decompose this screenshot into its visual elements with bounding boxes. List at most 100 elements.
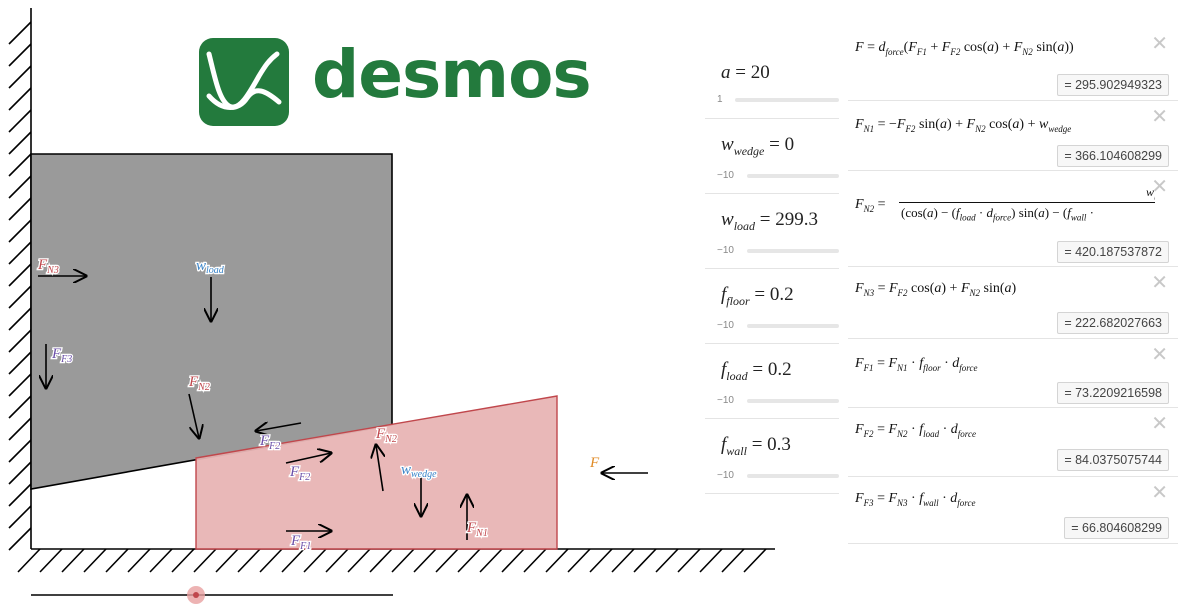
slider-track[interactable]: [747, 399, 839, 403]
slider-variable: f: [721, 434, 727, 455]
floor-hatching: [17, 548, 775, 573]
close-icon[interactable]: ✕: [1151, 413, 1168, 435]
slider-track[interactable]: [747, 324, 839, 328]
slider-subscript: wedge: [733, 143, 765, 158]
expression-f[interactable]: F = dforce(FF1 + FF2 cos(a) + FN2 sin(a)…: [848, 28, 1178, 101]
formula-fn3: FN3 = FF2 cos(a) + FN2 sin(a): [855, 281, 1017, 298]
label-fn1: FN1: [466, 520, 488, 539]
hatch-line: [8, 505, 32, 529]
hatch-line: [8, 285, 32, 309]
close-icon[interactable]: ✕: [1151, 106, 1168, 128]
slider-item[interactable]: fload = 0.2 −10: [705, 343, 839, 419]
hatch-line: [215, 548, 239, 573]
slider-item[interactable]: ffloor = 0.2 −10: [705, 268, 839, 344]
expression-ff3[interactable]: FF3 = FN3 · fwall · dforce ✕ = 66.804608…: [848, 477, 1178, 544]
close-icon[interactable]: ✕: [1151, 33, 1168, 55]
hatch-line: [8, 329, 32, 353]
expression-ff2[interactable]: FF2 = FN2 · fload · dforce ✕ = 84.037507…: [848, 408, 1178, 477]
hatch-line: [127, 548, 151, 573]
desmos-logo-icon: [199, 38, 289, 126]
hatch-line: [8, 527, 32, 551]
slider-track[interactable]: [747, 174, 839, 178]
close-icon[interactable]: ✕: [1151, 272, 1168, 294]
equals-sign: =: [764, 134, 785, 155]
hatch-line: [611, 548, 635, 573]
slider-min-label: 1: [717, 94, 723, 105]
hatch-line: [8, 175, 32, 199]
hatch-line: [567, 548, 591, 573]
force-arrows: [38, 276, 648, 540]
hatch-line: [8, 109, 32, 133]
formula-ff1: FF1 = FN1 · ffloor · dforce: [855, 356, 978, 373]
label-ff1: FF1: [290, 533, 311, 552]
slider-value[interactable]: 0: [784, 134, 795, 155]
hatch-line: [501, 548, 525, 573]
expression-fn2[interactable]: FN2 = wlo (cos(a) − (fload · dforce) sin…: [848, 171, 1178, 267]
formula-fn1: FN1 = −FF2 sin(a) + FN2 cos(a) + wwedge: [855, 117, 1072, 134]
slider-value[interactable]: 0.3: [767, 434, 791, 455]
close-icon[interactable]: ✕: [1151, 344, 1168, 366]
hatch-line: [699, 548, 723, 573]
slider-value[interactable]: 299.3: [775, 209, 818, 230]
close-icon[interactable]: ✕: [1151, 176, 1168, 198]
hatch-line: [325, 548, 349, 573]
slider-variable: f: [721, 284, 727, 305]
hatch-line: [281, 548, 305, 573]
hatch-line: [369, 548, 393, 573]
slider-value[interactable]: 0.2: [769, 284, 794, 305]
slider-value[interactable]: 20: [750, 62, 770, 83]
hatch-line: [8, 87, 32, 111]
hatch-line: [8, 483, 32, 507]
hatch-line: [8, 373, 32, 397]
graph-canvas[interactable]: FN3 wload FF3 FN2 FF2 FN2 FF2 wwedge FN1…: [0, 0, 845, 607]
expression-fn1[interactable]: FN1 = −FF2 sin(a) + FN2 cos(a) + wwedge …: [848, 101, 1178, 171]
equals-sign: =: [747, 359, 768, 380]
slider-value[interactable]: 0.2: [767, 359, 792, 380]
formula-fn2: FN2 = wlo (cos(a) − (fload · dforce) sin…: [855, 185, 1155, 225]
hatch-line: [8, 395, 32, 419]
slider-subscript: load: [733, 218, 756, 233]
wall-hatching: [8, 8, 32, 551]
expression-value: = 73.2209216598: [1057, 382, 1169, 404]
close-icon[interactable]: ✕: [1151, 482, 1168, 504]
hatch-line: [83, 548, 107, 573]
hatch-line: [8, 131, 32, 155]
slider-subscript: floor: [726, 293, 750, 308]
equals-sign: =: [755, 209, 776, 230]
hatch-line: [8, 307, 32, 331]
equals-sign: =: [746, 434, 768, 455]
hatch-line: [8, 153, 32, 177]
slider-item[interactable]: fwall = 0.3 −10: [705, 418, 839, 494]
expression-ff1[interactable]: FF1 = FN1 · ffloor · dforce ✕ = 73.22092…: [848, 339, 1178, 408]
hatch-line: [435, 548, 459, 573]
hatch-line: [8, 351, 32, 375]
slider-min-label: −10: [717, 170, 734, 181]
desmos-wordmark: desmos: [312, 36, 592, 113]
slider-track[interactable]: [747, 474, 839, 478]
label-wload: wload: [196, 258, 225, 276]
expression-fn3[interactable]: FN3 = FF2 cos(a) + FN2 sin(a) ✕ = 222.68…: [848, 267, 1178, 339]
slider-min-label: −10: [717, 395, 734, 406]
hatch-line: [8, 43, 32, 67]
formula-ff3: FF3 = FN3 · fwall · dforce: [855, 491, 976, 508]
slider-label: fwall = 0.3: [721, 434, 791, 459]
hatch-line: [743, 548, 767, 573]
label-wwedge: wwedge: [401, 462, 437, 480]
slider-min-label: −10: [717, 470, 734, 481]
slider-track[interactable]: [735, 98, 839, 102]
hatch-line: [8, 21, 32, 45]
slider-variable: f: [721, 359, 727, 380]
hatch-line: [149, 548, 173, 573]
hatch-line: [17, 548, 41, 573]
slider-track[interactable]: [747, 249, 839, 253]
position-slider-handle[interactable]: [193, 592, 199, 598]
hatch-line: [391, 548, 415, 573]
slider-item[interactable]: wwedge = 0 −10: [705, 118, 839, 194]
slider-label: fload = 0.2: [721, 359, 792, 384]
label-ff2-load: FF2: [259, 433, 280, 452]
expression-value: = 222.682027663: [1057, 312, 1169, 334]
hatch-line: [303, 548, 327, 573]
slider-item[interactable]: wload = 299.3 −10: [705, 193, 839, 269]
slider-item[interactable]: a = 20 1: [705, 48, 839, 119]
expression-value: = 366.104608299: [1057, 145, 1169, 167]
